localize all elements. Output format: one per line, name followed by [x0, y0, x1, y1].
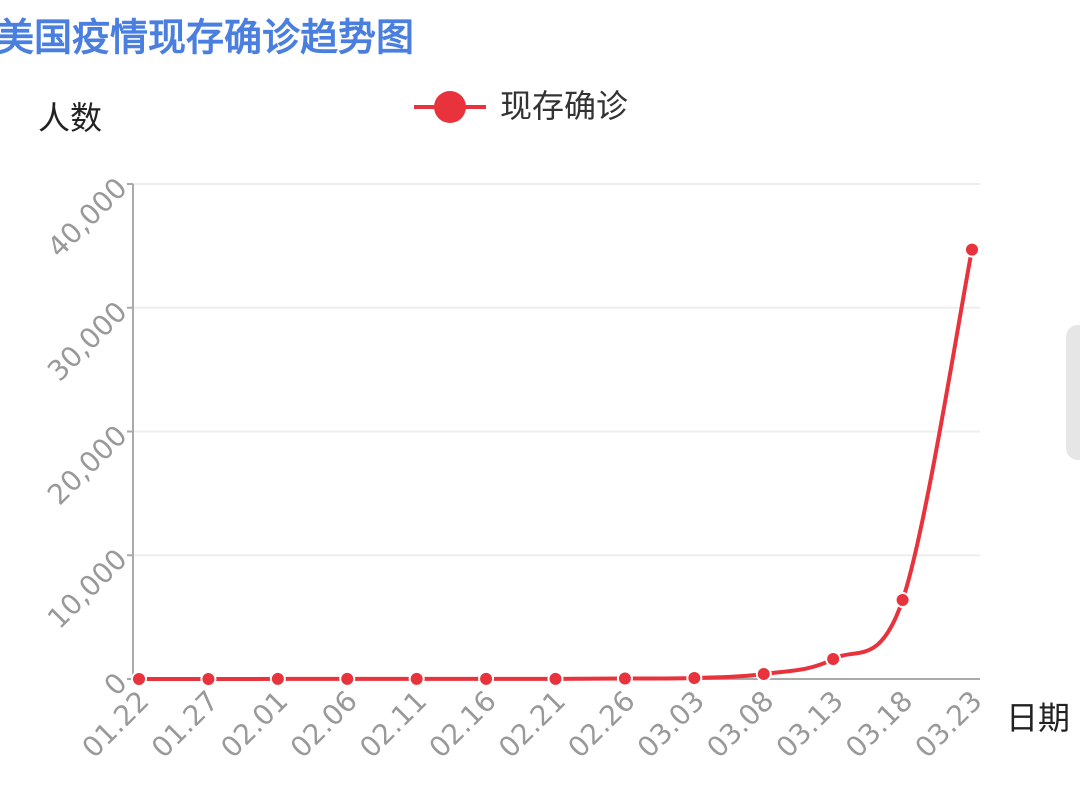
point [547, 670, 564, 687]
point [131, 670, 147, 687]
x-axis-label: 日期 [1006, 699, 1070, 737]
y-axis-label: 人数 [38, 99, 102, 137]
point [894, 591, 911, 608]
x-tick-label: 03.03 [631, 684, 711, 764]
y-tick-label: 40,000 [41, 171, 134, 264]
x-tick-label: 02.16 [423, 684, 503, 764]
chart-title: 美国疫情现存确诊趋势图 [0, 16, 414, 60]
legend-label: 现存确诊 [500, 87, 628, 125]
x-tick-label: 03.23 [909, 684, 989, 764]
x-tick-label: 03.08 [700, 684, 780, 764]
x-tick-label: 03.18 [839, 684, 919, 764]
point [269, 670, 286, 687]
x-tick-label: 02.01 [214, 684, 294, 764]
y-tick-label: 10,000 [41, 543, 134, 636]
point [408, 670, 425, 687]
legend-marker [434, 91, 466, 123]
point [755, 666, 772, 683]
x-tick-label: 01.27 [145, 684, 225, 764]
x-tick-label: 02.11 [353, 684, 433, 764]
y-tick-label: 30,000 [41, 295, 134, 388]
point [686, 670, 703, 687]
point [339, 670, 356, 687]
x-tick-label: 02.26 [561, 684, 641, 764]
point [825, 651, 842, 668]
line [138, 249, 974, 681]
point [616, 670, 633, 687]
point [964, 241, 980, 258]
y-tick-label: 20,000 [41, 419, 134, 512]
point [200, 670, 217, 687]
x-tick-label: 02.06 [284, 684, 364, 764]
x-tick-label: 03.13 [770, 684, 850, 764]
scrollbar[interactable] [1066, 325, 1080, 460]
point [478, 670, 495, 687]
x-tick-label: 02.21 [492, 684, 572, 764]
